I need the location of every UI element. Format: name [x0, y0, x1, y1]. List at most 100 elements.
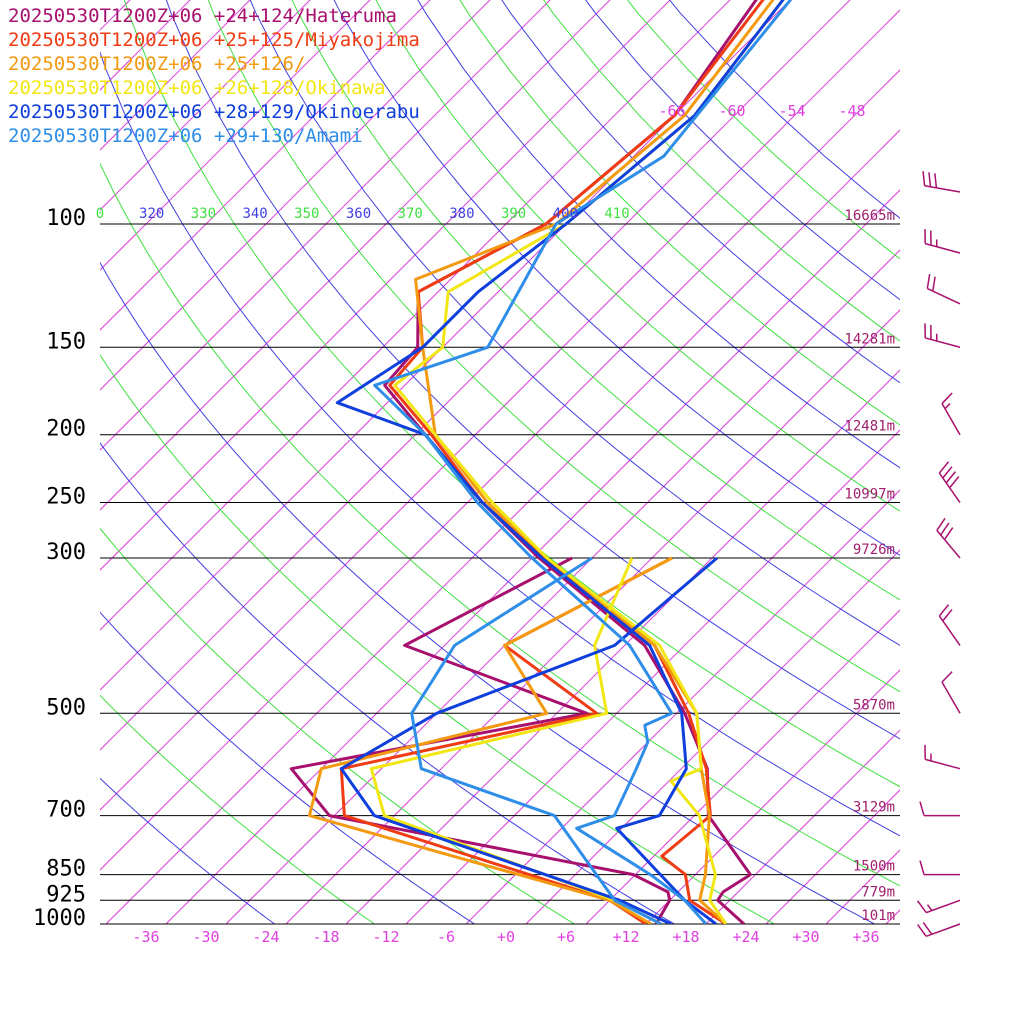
- wind-barb: [924, 229, 961, 254]
- theta-label: 330: [191, 206, 216, 222]
- wind-barb: [924, 323, 961, 348]
- pressure-label: 200: [46, 417, 86, 442]
- pressure-label: 925: [46, 882, 86, 907]
- temp-tick-label: -12: [372, 928, 399, 946]
- dry-adiabat: [207, 0, 900, 693]
- theta-label: 390: [501, 206, 526, 222]
- dry-adiabat: [100, 51, 900, 837]
- wind-barb: [922, 171, 961, 193]
- isotherm: [225, 249, 900, 924]
- barb-flag: [940, 522, 950, 536]
- dry-adiabat: [100, 694, 375, 924]
- legend: 20250530T1200Z+06 +24+124/Hateruma 202505…: [8, 4, 420, 148]
- temp-tick-label: +24: [732, 928, 759, 946]
- temperature-line: [393, 0, 785, 924]
- dry-adiabat: [100, 527, 575, 924]
- pressure-label: 100: [46, 206, 86, 231]
- wind-barb: [924, 744, 961, 770]
- wind-barb: [919, 860, 960, 876]
- isotherm: [100, 9, 900, 811]
- theta-label: 380: [449, 206, 474, 222]
- isotherm: [100, 0, 551, 451]
- wind-barb: [919, 801, 960, 817]
- upper-temp-label: -66: [658, 102, 685, 120]
- pressure-label: 150: [46, 329, 86, 354]
- upper-temp-label: -48: [838, 102, 865, 120]
- dry-adiabat: [417, 0, 900, 469]
- temp-tick-label: -18: [312, 928, 339, 946]
- barb-flag: [934, 173, 938, 188]
- pressure-label: 300: [46, 540, 86, 565]
- isotherm: [100, 0, 371, 271]
- upper-temp-label: -54: [778, 102, 805, 120]
- isotherm: [100, 0, 431, 331]
- dry-adiabat: [100, 442, 675, 924]
- legend-entry: 20250530T1200Z+06 +26+128/Okinawa: [8, 77, 386, 99]
- theta-label: 360: [346, 206, 371, 222]
- isotherm: [525, 549, 900, 924]
- barb-flag: [941, 392, 953, 405]
- height-label: 12481m: [844, 419, 895, 435]
- dry-adiabat: [165, 0, 900, 740]
- isotherm: [285, 309, 900, 924]
- isotherm: [465, 489, 900, 924]
- height-label: 101m: [861, 908, 895, 924]
- isotherm: [825, 849, 900, 924]
- axis-labels: 100 16665m 150 14281m 200 12481m 250 10997m 300 9…: [33, 102, 895, 946]
- dry-adiabat: [543, 0, 900, 342]
- theta-label: 410: [604, 206, 629, 222]
- dewpoint-line: [307, 556, 673, 924]
- pressure-grid: [100, 223, 900, 925]
- wind-barb: [938, 461, 961, 503]
- dry-adiabat: [100, 162, 900, 887]
- isotherm: [885, 909, 900, 924]
- theta-label: 400: [553, 206, 578, 222]
- dry-adiabat: [100, 611, 475, 924]
- barb-half-flag: [926, 904, 933, 912]
- barb-half-flag: [944, 402, 951, 410]
- wind-barb: [941, 671, 961, 714]
- legend-entry: 20250530T1200Z+06 +28+129/Okinoerabu: [8, 101, 420, 123]
- height-label: 779m: [861, 884, 895, 900]
- isotherm: [100, 0, 251, 151]
- pressure-label: 850: [46, 857, 86, 882]
- temp-tick-label: +36: [852, 928, 879, 946]
- legend-entry: 20250530T1200Z+06 +25+126/: [8, 53, 306, 75]
- barb-flag: [949, 476, 960, 489]
- dry-adiabat: [501, 0, 900, 384]
- isotherm: [100, 0, 671, 571]
- barb-flag: [936, 517, 946, 531]
- temperature-line: [335, 0, 785, 924]
- theta-label: 370: [398, 206, 423, 222]
- barb-flag: [917, 900, 927, 914]
- barb-flag: [942, 609, 953, 622]
- barb-flag: [919, 860, 925, 875]
- wind-barb: [926, 274, 961, 305]
- isotherm: [100, 0, 851, 751]
- barb-flag: [942, 466, 953, 479]
- temp-tick-label: -30: [192, 928, 219, 946]
- barb-flag: [922, 922, 933, 935]
- wind-barb: [938, 604, 961, 646]
- barb-staff: [924, 184, 961, 193]
- theta-label: 320: [139, 206, 164, 222]
- legend-entry: 20250530T1200Z+06 +25+125/Miyakojima: [8, 29, 420, 51]
- dry-adiabat: [291, 0, 900, 601]
- barb-flag: [943, 527, 954, 541]
- dewpoint-line: [339, 556, 718, 924]
- legend-entry: 20250530T1200Z+06 +29+130/Amami: [8, 125, 363, 147]
- temperature-line: [414, 0, 775, 924]
- pressure-label: 700: [46, 798, 86, 823]
- dry-adiabat: [100, 777, 275, 924]
- barb-flag: [938, 461, 950, 474]
- temp-tick-label: +12: [612, 928, 639, 946]
- dry-adiabat: [627, 0, 900, 260]
- height-label: 16665m: [844, 208, 895, 224]
- wind-barb: [917, 922, 961, 938]
- isotherm: [705, 729, 900, 924]
- dry-adiabat: [375, 0, 900, 512]
- profile-series: [289, 0, 793, 924]
- background-lines: [100, 0, 900, 924]
- temperature-line: [388, 0, 765, 924]
- isotherm: [345, 369, 900, 924]
